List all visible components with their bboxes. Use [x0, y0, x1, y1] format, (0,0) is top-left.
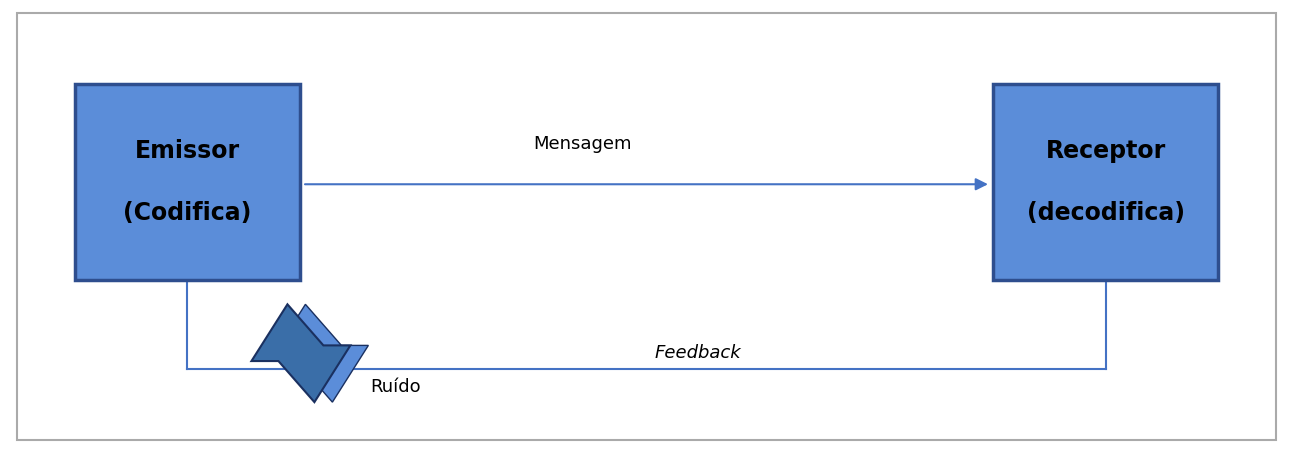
- FancyBboxPatch shape: [993, 84, 1218, 280]
- Text: Receptor: Receptor: [1046, 139, 1166, 163]
- Text: Feedback: Feedback: [654, 344, 741, 362]
- Text: Mensagem: Mensagem: [533, 135, 631, 153]
- Text: (decodifica): (decodifica): [1027, 201, 1184, 225]
- Polygon shape: [251, 304, 350, 402]
- Text: (Codifica): (Codifica): [123, 201, 251, 225]
- Polygon shape: [269, 304, 369, 402]
- Text: Ruído: Ruído: [370, 378, 422, 395]
- Text: Emissor: Emissor: [134, 139, 239, 163]
- FancyBboxPatch shape: [75, 84, 300, 280]
